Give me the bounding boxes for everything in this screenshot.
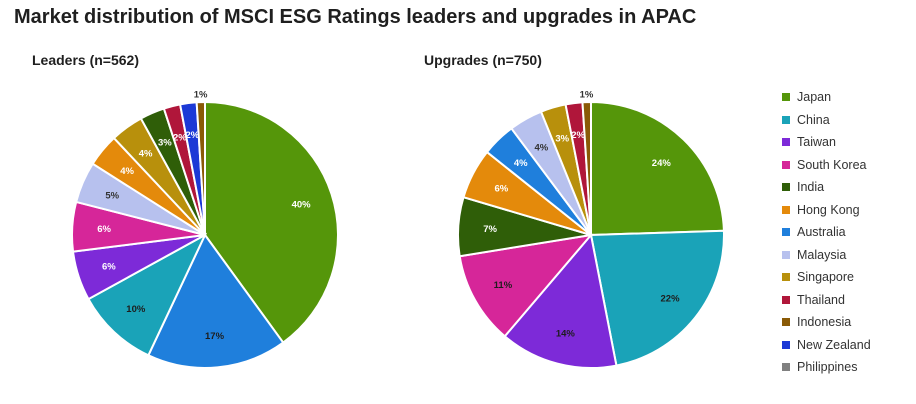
leaders-pie-chart: 40%17%10%6%6%5%4%4%3% 2%2%1%: [71, 90, 339, 369]
data-label: 3%: [555, 134, 569, 145]
data-label: 4%: [535, 142, 549, 153]
data-label: 3%: [158, 138, 172, 149]
legend-item: South Korea: [782, 154, 871, 177]
pie-slice-taiwan: [503, 232, 618, 369]
pie-slice-japan: [204, 100, 339, 344]
legend-swatch: [782, 93, 790, 102]
data-label: 14%: [556, 328, 576, 339]
data-label: 22%: [661, 294, 681, 305]
data-label: 11%: [494, 280, 513, 291]
legend-item: China: [782, 109, 871, 132]
legend-label: Singapore: [797, 270, 854, 285]
data-label: 6%: [97, 224, 111, 235]
data-label: 1%: [580, 90, 594, 101]
legend-swatch: [782, 340, 790, 349]
data-label: 5%: [105, 190, 119, 201]
pie-slice-australia: [147, 233, 285, 369]
legend-swatch: [782, 115, 790, 124]
legend-item: Thailand: [782, 289, 871, 312]
legend-swatch: [782, 160, 790, 169]
legend-label: Thailand: [797, 292, 845, 307]
pie-slice-indonesia: [195, 100, 206, 236]
legend-item: Taiwan: [782, 131, 871, 154]
legend-label: New Zealand: [797, 337, 871, 352]
legend-label: Malaysia: [797, 247, 847, 262]
upgrades-pie-title: Upgrades (n=750): [424, 52, 542, 68]
data-label: 1%: [194, 90, 208, 101]
legend-label: Indonesia: [797, 315, 852, 330]
legend-swatch: [782, 228, 790, 237]
leaders-pie-title: Leaders (n=562): [32, 52, 139, 68]
legend-swatch: [782, 363, 790, 372]
legend-item: Australia: [782, 221, 871, 244]
legend-label: India: [797, 180, 825, 195]
data-label: 40%: [292, 199, 312, 210]
legend-item: India: [782, 176, 871, 199]
data-label: 4%: [139, 149, 153, 160]
data-label: 4%: [120, 166, 134, 177]
data-label: 24%: [652, 158, 672, 169]
legend-swatch: [782, 205, 790, 214]
data-label: 6%: [495, 184, 509, 195]
legend-item: Singapore: [782, 266, 871, 289]
data-label: 4%: [514, 158, 528, 169]
data-label: 6%: [102, 262, 116, 273]
legend-label: China: [797, 112, 830, 127]
data-label: 2%: [173, 133, 187, 144]
legend-swatch: [782, 273, 790, 282]
legend-item: Indonesia: [782, 311, 871, 334]
upgrades-pie-chart: 24% 22% 14% 11% 7% 6% 4% 4% 3% 2% 1%: [457, 90, 725, 369]
legend-item: Philippines: [782, 356, 871, 379]
legend-item: Malaysia: [782, 244, 871, 267]
legend-item: New Zealand: [782, 334, 871, 357]
legend-swatch: [782, 183, 790, 192]
pie-slice-china: [589, 229, 725, 367]
data-label: 2%: [185, 130, 199, 141]
data-label: 10%: [126, 304, 146, 315]
pie-slice-indonesia: [581, 100, 592, 236]
data-label: 17%: [205, 331, 225, 342]
legend-label: Taiwan: [797, 135, 836, 150]
chart-title: Market distribution of MSCI ESG Ratings …: [14, 6, 697, 28]
pie-slice-china: [87, 232, 208, 357]
legend-item: Hong Kong: [782, 199, 871, 222]
legend-label: Hong Kong: [797, 202, 860, 217]
legend-label: Australia: [797, 225, 846, 240]
chart-legend: Japan China Taiwan South Korea India Hong Kon…: [782, 86, 871, 379]
legend-label: Philippines: [797, 360, 858, 375]
pie-slice-south-korea: [458, 233, 594, 338]
legend-label: Japan: [797, 90, 832, 105]
legend-label: South Korea: [797, 157, 867, 172]
data-label: 7%: [483, 224, 497, 235]
data-label: 2%: [571, 130, 585, 141]
pie-slice-japan: [590, 100, 725, 237]
legend-swatch: [782, 318, 790, 327]
legend-item: Japan: [782, 86, 871, 109]
legend-swatch: [782, 250, 790, 259]
legend-swatch: [782, 138, 790, 147]
legend-swatch: [782, 295, 790, 304]
